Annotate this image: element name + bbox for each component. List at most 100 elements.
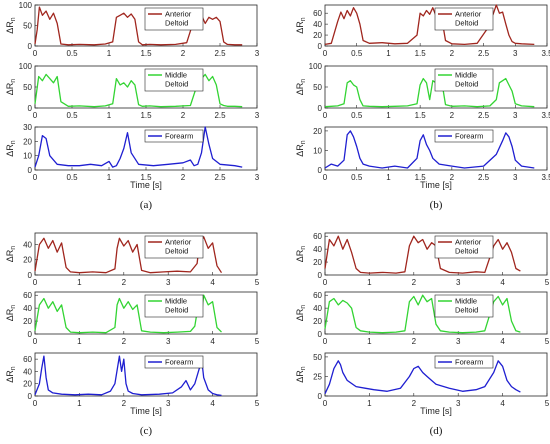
x-tick-label: 0 <box>323 337 328 346</box>
legend-label: Deltoid <box>455 247 478 256</box>
x-axis-label: Time [s] <box>420 180 452 190</box>
y-axis-label: ΔRn <box>5 366 17 383</box>
x-tick-label: 3 <box>166 399 171 408</box>
y-axis-label-subscript: n <box>10 366 17 370</box>
x-tick-label: 0 <box>33 337 38 346</box>
legend-label: Middle <box>165 71 187 80</box>
y-axis-label-subscript: n <box>300 140 307 144</box>
y-axis-label: ΔRn <box>5 246 17 263</box>
series-line <box>324 360 521 394</box>
x-tick-label: 1 <box>77 278 82 287</box>
y-tick-label: 20 <box>313 317 322 326</box>
x-tick-label: 1 <box>107 173 112 182</box>
y-axis-label: ΔRn <box>5 305 17 322</box>
legend-label: Middle <box>455 297 477 306</box>
x-tick-label: 3 <box>513 49 518 58</box>
y-tick-label: 60 <box>313 9 322 18</box>
x-tick-label: 2 <box>122 278 127 287</box>
x-tick-label: 2 <box>122 337 127 346</box>
x-tick-label: 2.5 <box>214 49 226 58</box>
series-line <box>324 294 521 334</box>
series-line <box>324 4 535 46</box>
x-tick-label: 1 <box>386 173 391 182</box>
x-tick-label: 2 <box>412 399 417 408</box>
x-tick-label: 1 <box>107 49 112 58</box>
x-tick-label: 1.5 <box>415 49 427 58</box>
subplot-a-3: 0 10 20 30 0 0.5 1 1.5 2 2.5 3 ΔRn Forearm <box>5 123 260 182</box>
legend-label: Deltoid <box>165 19 188 28</box>
x-tick-label: 2 <box>412 278 417 287</box>
subplot-c-3: 0 20 40 60 0 1 2 3 4 5 ΔRn Forearm <box>5 352 260 408</box>
y-tick-label: 60 <box>23 291 32 300</box>
panel-caption: (c) <box>140 425 153 437</box>
x-tick-label: 1 <box>107 111 112 120</box>
x-tick-label: 3 <box>255 49 260 58</box>
x-tick-label: 1.5 <box>415 111 427 120</box>
y-axis-label: ΔRn <box>5 79 17 96</box>
x-tick-label: 0.5 <box>351 111 363 120</box>
series-line <box>324 130 535 169</box>
y-tick-label: 50 <box>313 83 322 92</box>
series-line <box>34 126 243 168</box>
y-axis-label-subscript: n <box>300 17 307 21</box>
y-axis-label-subscript: n <box>300 79 307 83</box>
x-tick-label: 2 <box>181 111 186 120</box>
x-tick-label: 4 <box>210 278 215 287</box>
legend: Forearm <box>434 355 494 369</box>
y-tick-label: 0 <box>28 104 33 113</box>
x-axis-label: Time [s] <box>420 406 452 416</box>
y-tick-label: 20 <box>313 31 322 40</box>
x-tick-label: 4 <box>210 337 215 346</box>
panel-caption: (d) <box>430 425 443 437</box>
x-tick-label: 0 <box>33 173 38 182</box>
x-tick-label: 5 <box>545 337 550 346</box>
x-tick-label: 1 <box>367 399 372 408</box>
x-tick-label: 5 <box>545 278 550 287</box>
x-tick-label: 0 <box>323 173 328 182</box>
panel-caption: (b) <box>430 199 443 211</box>
x-tick-label: 0 <box>33 399 38 408</box>
legend-label: Middle <box>165 297 187 306</box>
legend: Forearm <box>144 355 204 369</box>
x-tick-label: 1 <box>367 337 372 346</box>
x-tick-label: 2 <box>412 337 417 346</box>
x-axis-label: Time [s] <box>130 406 162 416</box>
x-tick-label: 0.5 <box>66 173 78 182</box>
x-tick-label: 1.5 <box>140 173 152 182</box>
x-tick-label: 5 <box>255 399 260 408</box>
y-tick-label: 0 <box>318 271 323 280</box>
legend: Forearm <box>434 129 494 143</box>
y-tick-label: 40 <box>313 304 322 313</box>
legend-label: Deltoid <box>455 306 478 315</box>
x-tick-label: 2 <box>181 49 186 58</box>
legend-label: Forearm <box>455 132 483 141</box>
y-tick-label: 50 <box>23 83 32 92</box>
x-tick-label: 2 <box>122 399 127 408</box>
y-tick-label: 0 <box>318 166 323 175</box>
y-tick-label: 20 <box>23 256 32 265</box>
x-tick-label: 1 <box>367 278 372 287</box>
y-tick-label: 0 <box>28 330 33 339</box>
y-tick-label: 0 <box>318 392 323 401</box>
subplot-b-3: 0 10 20 0 0.5 1 1.5 2 2.5 3 3.5 ΔRn Forearm <box>295 126 550 182</box>
y-tick-label: 40 <box>313 245 322 254</box>
x-tick-label: 0.5 <box>66 111 78 120</box>
x-tick-label: 0 <box>33 278 38 287</box>
x-tick-label: 3.5 <box>541 111 550 120</box>
y-tick-label: 0 <box>28 271 33 280</box>
x-tick-label: 3 <box>166 337 171 346</box>
x-tick-label: 4 <box>500 337 505 346</box>
legend-label: Deltoid <box>455 80 478 89</box>
y-axis-label: ΔRn <box>295 17 307 34</box>
y-tick-label: 30 <box>23 123 32 132</box>
x-tick-label: 0.5 <box>66 49 78 58</box>
legend-box <box>434 129 494 143</box>
y-axis-label-subscript: n <box>10 246 17 250</box>
